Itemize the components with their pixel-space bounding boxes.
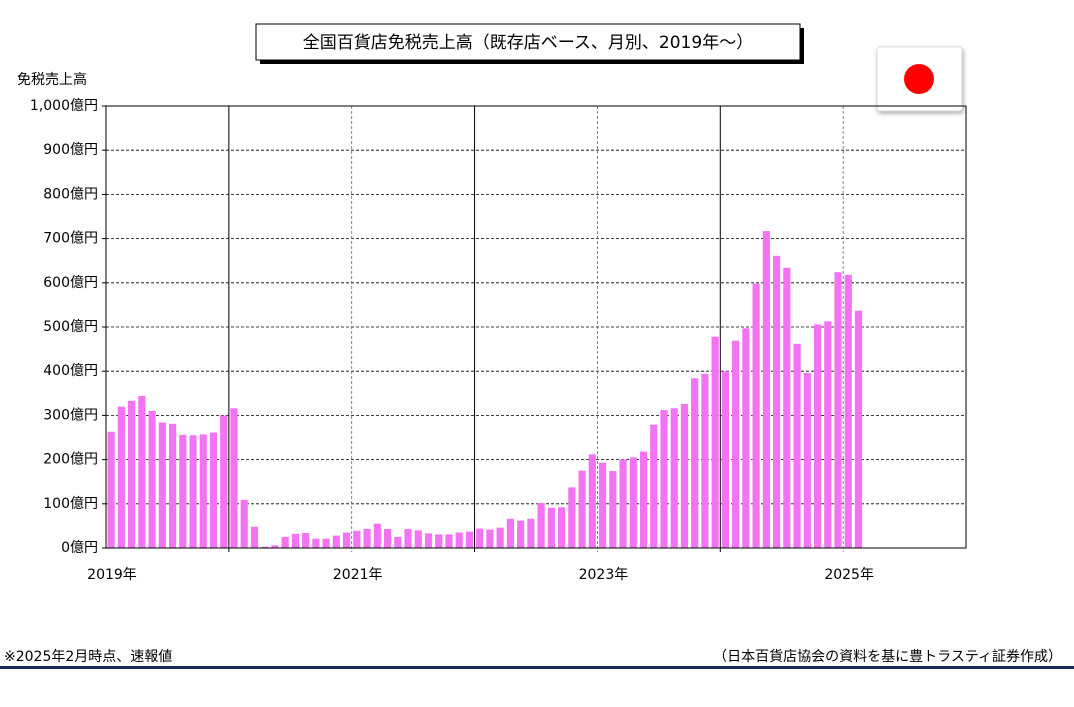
bar xyxy=(793,343,801,548)
bar xyxy=(568,487,576,548)
bar xyxy=(128,400,136,548)
bar xyxy=(619,459,627,548)
bar xyxy=(363,528,371,548)
bar xyxy=(404,528,412,548)
bar xyxy=(220,415,228,548)
bar xyxy=(609,471,617,548)
bar xyxy=(496,527,504,548)
bar xyxy=(271,545,279,548)
bar xyxy=(445,534,453,548)
bar xyxy=(680,403,689,548)
bar xyxy=(291,533,299,548)
bar xyxy=(783,267,791,548)
bar xyxy=(168,423,177,548)
bar xyxy=(732,340,740,548)
y-tick-label: 700億円 xyxy=(43,231,98,247)
bar xyxy=(854,310,863,548)
bar xyxy=(506,518,514,548)
bar xyxy=(752,283,760,548)
bar xyxy=(250,526,259,548)
bar xyxy=(588,454,596,548)
bar xyxy=(353,530,361,548)
y-tick-label: 900億円 xyxy=(43,142,98,158)
y-tick-label: 600億円 xyxy=(43,275,98,291)
bar xyxy=(639,451,648,548)
bar xyxy=(629,457,637,548)
bar xyxy=(527,518,535,548)
bar xyxy=(476,528,484,548)
bar xyxy=(486,529,494,548)
bar xyxy=(343,532,351,548)
footnote: ※2025年2月時点、速報値 xyxy=(4,649,172,665)
bar xyxy=(394,536,402,548)
bar xyxy=(414,530,422,548)
bar xyxy=(762,231,770,548)
bar xyxy=(691,378,699,548)
bar xyxy=(424,533,433,548)
y-tick-label: 300億円 xyxy=(43,407,98,423)
bar xyxy=(281,536,289,548)
bar xyxy=(117,406,125,548)
y-tick-label: 100億円 xyxy=(43,496,98,512)
bar xyxy=(834,272,842,548)
bar xyxy=(179,434,187,548)
bar xyxy=(332,535,340,548)
bar xyxy=(230,408,238,548)
bar xyxy=(598,462,607,548)
bar xyxy=(138,395,146,548)
y-tick-label: 400億円 xyxy=(43,363,98,379)
bar xyxy=(558,507,566,548)
flag-circle xyxy=(904,64,934,94)
x-tick-label: 2021年 xyxy=(333,567,383,583)
bar xyxy=(742,328,750,548)
bar xyxy=(547,507,555,548)
bar xyxy=(455,532,463,548)
bar xyxy=(261,546,269,548)
x-tick-label: 2025年 xyxy=(824,567,874,583)
y-axis-label: 免税売上高 xyxy=(17,71,87,88)
chart-title: 全国百貨店免税売上高（既存店ベース、月別、2019年～） xyxy=(303,33,753,53)
bar xyxy=(209,432,218,548)
bar xyxy=(312,538,320,548)
bar xyxy=(199,434,207,548)
footer-rule xyxy=(0,666,1074,669)
bar xyxy=(537,502,545,548)
bar xyxy=(650,424,658,548)
bar xyxy=(670,408,678,548)
bar xyxy=(158,422,166,548)
bar xyxy=(383,528,392,548)
bar xyxy=(373,523,381,548)
title-box xyxy=(255,23,801,61)
bar xyxy=(711,336,719,548)
bar xyxy=(660,410,668,548)
y-tick-label: 800億円 xyxy=(43,186,98,202)
plot-frame xyxy=(105,105,967,549)
bar xyxy=(517,520,525,548)
y-tick-label: 0億円 xyxy=(61,540,98,556)
bar xyxy=(148,410,156,548)
bar xyxy=(844,274,852,548)
x-tick-label: 2019年 xyxy=(87,567,137,583)
bar xyxy=(813,324,822,548)
bar xyxy=(701,373,709,548)
bar xyxy=(803,372,811,548)
bar xyxy=(824,321,832,548)
y-tick-label: 200億円 xyxy=(43,452,98,468)
source-note: （日本百貨店協会の資料を基に豊トラスティ証券作成） xyxy=(713,648,1062,665)
y-tick-label: 1,000億円 xyxy=(30,98,98,114)
bar xyxy=(302,532,310,548)
bar xyxy=(189,435,197,548)
x-tick-label: 2023年 xyxy=(579,567,629,583)
bar xyxy=(240,499,248,548)
bar xyxy=(322,538,330,548)
bar xyxy=(773,255,781,548)
bar xyxy=(465,531,474,548)
bar xyxy=(721,371,729,548)
bar xyxy=(435,534,443,548)
y-tick-label: 500億円 xyxy=(43,319,98,335)
bar xyxy=(578,470,586,548)
bar xyxy=(107,431,115,548)
